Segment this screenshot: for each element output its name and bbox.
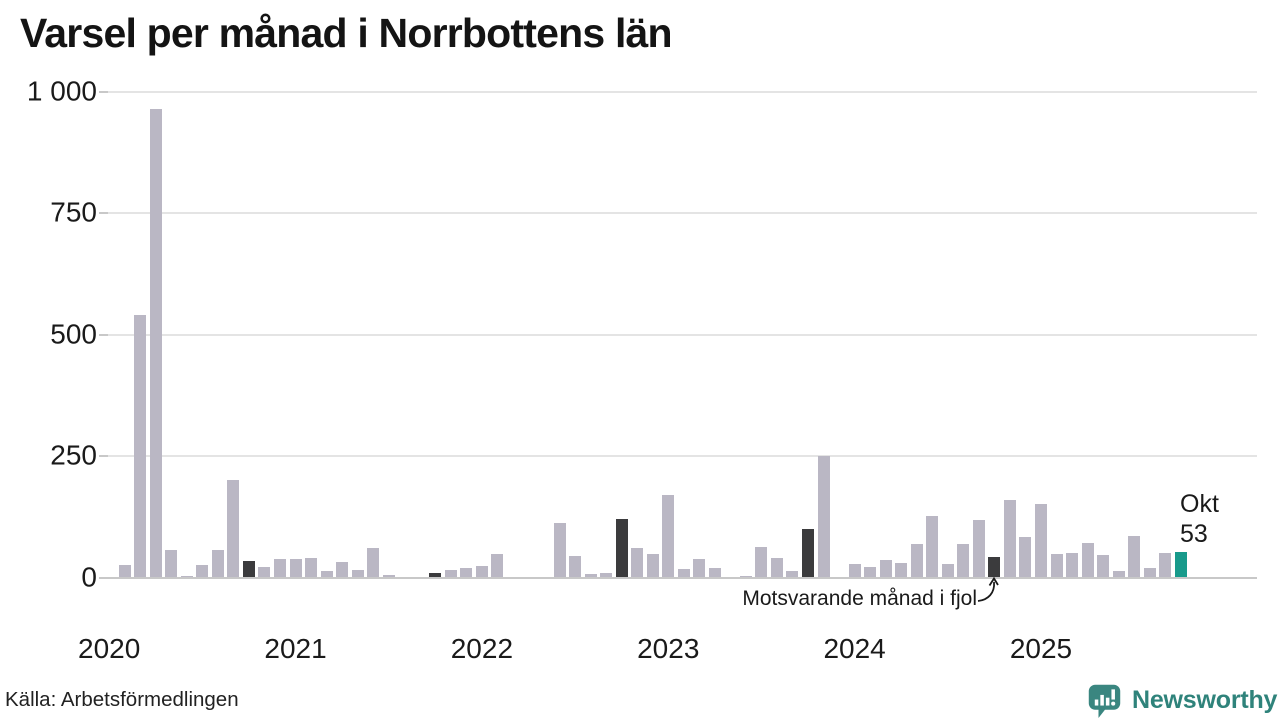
bar-2025-03 xyxy=(1066,553,1079,578)
gridline xyxy=(108,455,1257,458)
bar-2021-01 xyxy=(289,559,302,578)
bar-2023-02 xyxy=(677,569,690,578)
bar-2024-12 xyxy=(1019,536,1032,578)
bar-2023-11 xyxy=(817,455,830,578)
bar-2022-09 xyxy=(600,572,613,578)
bar-2022-12 xyxy=(646,554,659,578)
x-tick-label-2023: 2023 xyxy=(637,633,700,664)
bar-2020-11 xyxy=(258,567,271,578)
bar-2021-05 xyxy=(351,569,364,578)
bar-2024-08 xyxy=(957,543,970,578)
newsworthy-logo[interactable]: Newsworthy xyxy=(1086,681,1277,719)
bar-2024-09 xyxy=(972,520,985,578)
bar-2023-03 xyxy=(693,559,706,578)
x-tick-label-2025: 2025 xyxy=(1009,633,1073,664)
y-tick-label: 750 xyxy=(50,196,97,228)
bar-2020-05 xyxy=(165,550,178,578)
bar-2022-01 xyxy=(475,566,488,578)
bar-2020-06 xyxy=(180,576,193,578)
bar-2024-04 xyxy=(895,563,908,578)
current-bar-label-month: Okt xyxy=(1180,490,1219,518)
bar-2022-06 xyxy=(553,523,566,578)
bar-2024-02 xyxy=(864,567,877,578)
bar-2025-02 xyxy=(1050,554,1063,578)
gridline xyxy=(108,333,1257,336)
bar-2020-03 xyxy=(134,315,147,578)
bar-2021-02 xyxy=(305,557,318,578)
bar-2022-11 xyxy=(631,548,644,578)
bar-2025-01 xyxy=(1034,503,1047,578)
bar-2020-02 xyxy=(118,565,131,578)
bar-2021-04 xyxy=(336,561,349,578)
bar-2024-07 xyxy=(941,564,954,578)
bar-2020-04 xyxy=(149,108,162,578)
bar-2023-09 xyxy=(786,570,799,578)
bar-2023-08 xyxy=(770,558,783,578)
x-tick-label-2022: 2022 xyxy=(450,633,514,664)
gridline xyxy=(108,91,1257,93)
bar-2020-12 xyxy=(274,559,286,578)
bar-2025-06 xyxy=(1112,570,1125,578)
bar-2025-04 xyxy=(1081,542,1094,578)
y-tick-label: 1 000 xyxy=(26,75,97,107)
x-axis-line xyxy=(108,576,1257,579)
current-bar-label: Okt 53 xyxy=(1180,489,1219,549)
y-axis-tick xyxy=(99,576,108,579)
current-bar-label-value: 53 xyxy=(1180,520,1208,548)
chart-title: Varsel per månad i Norrbottens län xyxy=(20,10,673,56)
bar-2020-09 xyxy=(227,480,240,578)
bar-2023-07 xyxy=(755,547,768,578)
y-tick-label: 500 xyxy=(50,318,97,350)
newsworthy-logo-text: Newsworthy xyxy=(1132,685,1278,714)
bar-2021-12 xyxy=(460,568,473,578)
bar-2022-02 xyxy=(491,554,504,578)
bar-2020-10-last_year xyxy=(242,560,255,578)
bar-2022-08 xyxy=(584,574,597,578)
bar-2023-10-last_year xyxy=(802,528,815,578)
bar-2021-10-last_year xyxy=(429,573,442,578)
bar-2023-01 xyxy=(662,494,675,578)
bar-2021-03 xyxy=(320,571,333,578)
last-year-annotation: Motsvarande månad i fjol xyxy=(742,587,977,610)
y-axis-tick xyxy=(99,212,108,215)
bar-2025-10-current xyxy=(1174,551,1187,578)
y-tick-label: 250 xyxy=(50,439,97,471)
bar-2024-10-last_year xyxy=(988,557,1001,578)
x-tick-label-2021: 2021 xyxy=(264,633,327,664)
newsworthy-bubble-chart-icon xyxy=(1088,684,1121,719)
y-axis-tick xyxy=(99,91,108,93)
bar-2024-03 xyxy=(879,560,892,578)
bar-2020-07 xyxy=(196,564,209,578)
x-tick-label-2020: 2020 xyxy=(78,633,141,664)
bar-2022-10-last_year xyxy=(615,519,628,578)
y-axis-tick xyxy=(99,455,108,458)
y-axis-tick xyxy=(99,333,108,336)
bar-2022-07 xyxy=(569,555,582,578)
bar-2024-05 xyxy=(910,544,923,578)
bar-2025-07 xyxy=(1128,536,1141,578)
bar-2023-06 xyxy=(739,575,752,578)
y-tick-label: 0 xyxy=(81,560,97,592)
bar-2024-11 xyxy=(1003,499,1016,578)
source-note: Källa: Arbetsförmedlingen xyxy=(5,688,239,711)
bar-2024-06 xyxy=(926,515,939,578)
bar-2023-04 xyxy=(708,567,721,578)
bar-2021-07 xyxy=(382,574,395,578)
bar-2025-08 xyxy=(1143,568,1156,578)
bar-2025-05 xyxy=(1097,554,1110,578)
bar-2020-08 xyxy=(211,550,224,578)
bar-2024-01 xyxy=(848,563,861,578)
x-tick-label-2024: 2024 xyxy=(823,633,886,664)
bar-2021-11 xyxy=(444,570,457,578)
bar-2025-09 xyxy=(1159,552,1172,578)
gridline xyxy=(108,212,1257,215)
bar-2021-06 xyxy=(367,548,380,578)
annotation-arrow-icon xyxy=(977,576,999,602)
